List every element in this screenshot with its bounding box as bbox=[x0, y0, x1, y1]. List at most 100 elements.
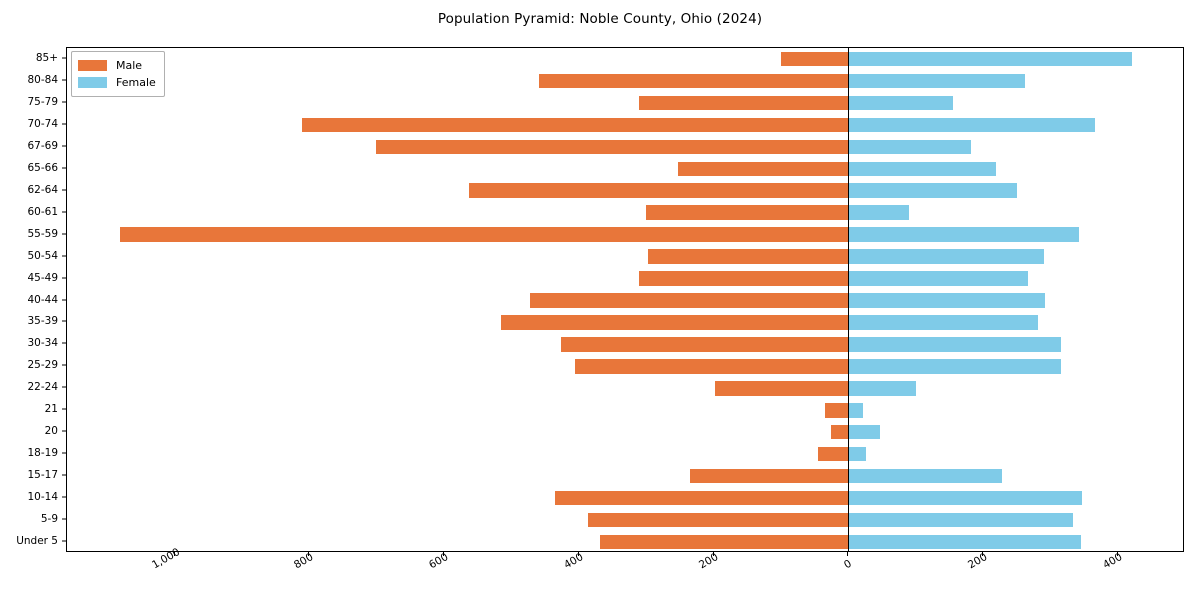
bar-male-70-74[interactable] bbox=[302, 117, 849, 133]
x-axis: 1,000 800 600 400 200 0 200 400 bbox=[66, 546, 1184, 600]
bar-male-22-24[interactable] bbox=[714, 381, 849, 396]
y-tick-mark bbox=[62, 189, 66, 191]
bar-female-60-61[interactable] bbox=[848, 205, 909, 220]
bar-male-15-17[interactable] bbox=[689, 468, 849, 484]
bar-male-40-44[interactable] bbox=[529, 293, 849, 308]
bar-female-35-39[interactable] bbox=[848, 315, 1039, 330]
bar-male-20[interactable] bbox=[831, 424, 849, 440]
bar-row bbox=[67, 512, 1183, 528]
bar-male-60-61[interactable] bbox=[646, 205, 849, 220]
y-tick-mark bbox=[62, 342, 66, 344]
y-tick-label: 75-79 bbox=[27, 95, 58, 108]
bar-female-55-59[interactable] bbox=[848, 227, 1080, 242]
legend: Male Female bbox=[71, 51, 165, 97]
plot-area bbox=[66, 47, 1184, 552]
x-tick-mark bbox=[981, 552, 983, 556]
bar-male-65-66[interactable] bbox=[677, 161, 849, 176]
y-tick-mark bbox=[62, 518, 66, 520]
bar-row bbox=[67, 51, 1183, 67]
y-tick-mark bbox=[62, 277, 66, 279]
legend-label: Male bbox=[116, 59, 143, 72]
y-tick-label: 5-9 bbox=[40, 513, 58, 526]
bar-row bbox=[67, 73, 1183, 89]
y-tick-mark bbox=[62, 299, 66, 300]
bar-female-40-44[interactable] bbox=[848, 293, 1045, 308]
y-tick-mark bbox=[62, 452, 66, 454]
y-tick-label: 25-29 bbox=[27, 359, 58, 372]
bar-male-75-79[interactable] bbox=[639, 95, 849, 111]
y-tick-label: 80-84 bbox=[27, 73, 58, 86]
bar-female-70-74[interactable] bbox=[848, 117, 1096, 133]
bar-female-85-[interactable] bbox=[848, 51, 1133, 67]
y-tick-label: 20 bbox=[44, 425, 58, 438]
bar-row bbox=[67, 271, 1183, 286]
bar-row bbox=[67, 337, 1183, 352]
bar-male-67-69[interactable] bbox=[376, 139, 849, 155]
bar-female-15-17[interactable] bbox=[848, 468, 1003, 484]
x-tick-mark bbox=[1116, 552, 1118, 556]
y-tick-mark bbox=[62, 474, 66, 476]
bar-male-under-5[interactable] bbox=[600, 534, 849, 550]
bar-male-45-49[interactable] bbox=[638, 271, 849, 286]
bar-male-25-29[interactable] bbox=[574, 359, 849, 374]
x-tick-mark bbox=[443, 552, 445, 556]
zero-axis-line bbox=[848, 48, 850, 551]
bar-male-62-64[interactable] bbox=[469, 183, 849, 198]
bar-male-85-[interactable] bbox=[780, 51, 849, 67]
y-tick-label: 65-66 bbox=[27, 161, 58, 174]
bar-row bbox=[67, 117, 1183, 133]
bar-female-50-54[interactable] bbox=[848, 249, 1044, 264]
y-tick-label: 55-59 bbox=[27, 227, 58, 240]
bar-row bbox=[67, 468, 1183, 484]
bar-male-10-14[interactable] bbox=[554, 490, 849, 506]
bar-male-5-9[interactable] bbox=[587, 512, 849, 528]
bar-row bbox=[67, 95, 1183, 111]
legend-label: Female bbox=[116, 76, 156, 89]
bar-male-80-84[interactable] bbox=[539, 73, 849, 89]
y-tick-mark bbox=[62, 57, 66, 59]
bar-male-18-19[interactable] bbox=[817, 446, 849, 462]
y-tick-mark bbox=[62, 540, 66, 542]
bar-male-30-34[interactable] bbox=[560, 337, 849, 352]
y-tick-label: 21 bbox=[44, 403, 58, 416]
legend-item-male[interactable]: Male bbox=[78, 57, 156, 74]
bar-female-45-49[interactable] bbox=[848, 271, 1029, 286]
x-tick-label: 200 bbox=[965, 550, 990, 572]
bar-row bbox=[67, 359, 1183, 374]
bar-female-under-5[interactable] bbox=[848, 534, 1082, 550]
y-tick-mark bbox=[62, 430, 66, 432]
bar-male-21[interactable] bbox=[824, 403, 849, 418]
bar-row bbox=[67, 293, 1183, 308]
y-tick-mark bbox=[62, 255, 66, 257]
bar-female-62-64[interactable] bbox=[848, 183, 1018, 198]
bar-male-35-39[interactable] bbox=[501, 315, 849, 330]
bar-female-75-79[interactable] bbox=[848, 95, 953, 111]
bar-female-21[interactable] bbox=[848, 403, 864, 418]
bar-row bbox=[67, 183, 1183, 198]
bar-row bbox=[67, 446, 1183, 462]
bar-female-65-66[interactable] bbox=[848, 161, 997, 176]
y-tick-mark bbox=[62, 320, 66, 322]
bar-male-50-54[interactable] bbox=[647, 249, 849, 264]
y-tick-label: 50-54 bbox=[27, 249, 58, 262]
bar-female-30-34[interactable] bbox=[848, 337, 1062, 352]
legend-item-female[interactable]: Female bbox=[78, 74, 156, 91]
x-tick-label: 400 bbox=[561, 550, 586, 572]
bar-female-20[interactable] bbox=[848, 424, 880, 440]
x-tick-mark bbox=[308, 552, 310, 556]
bar-female-80-84[interactable] bbox=[848, 73, 1026, 89]
bar-row bbox=[67, 534, 1183, 550]
y-tick-label: 85+ bbox=[35, 51, 58, 64]
bar-female-18-19[interactable] bbox=[848, 446, 866, 462]
x-tick-mark bbox=[577, 552, 579, 556]
bar-female-22-24[interactable] bbox=[848, 381, 916, 396]
bar-row bbox=[67, 490, 1183, 506]
y-tick-label: 18-19 bbox=[27, 447, 58, 460]
bar-male-55-59[interactable] bbox=[120, 227, 849, 242]
bar-female-5-9[interactable] bbox=[848, 512, 1074, 528]
bar-female-10-14[interactable] bbox=[848, 490, 1082, 506]
y-tick-label: 67-69 bbox=[27, 139, 58, 152]
bar-female-67-69[interactable] bbox=[848, 139, 971, 155]
bar-row bbox=[67, 424, 1183, 440]
bar-female-25-29[interactable] bbox=[848, 359, 1062, 374]
